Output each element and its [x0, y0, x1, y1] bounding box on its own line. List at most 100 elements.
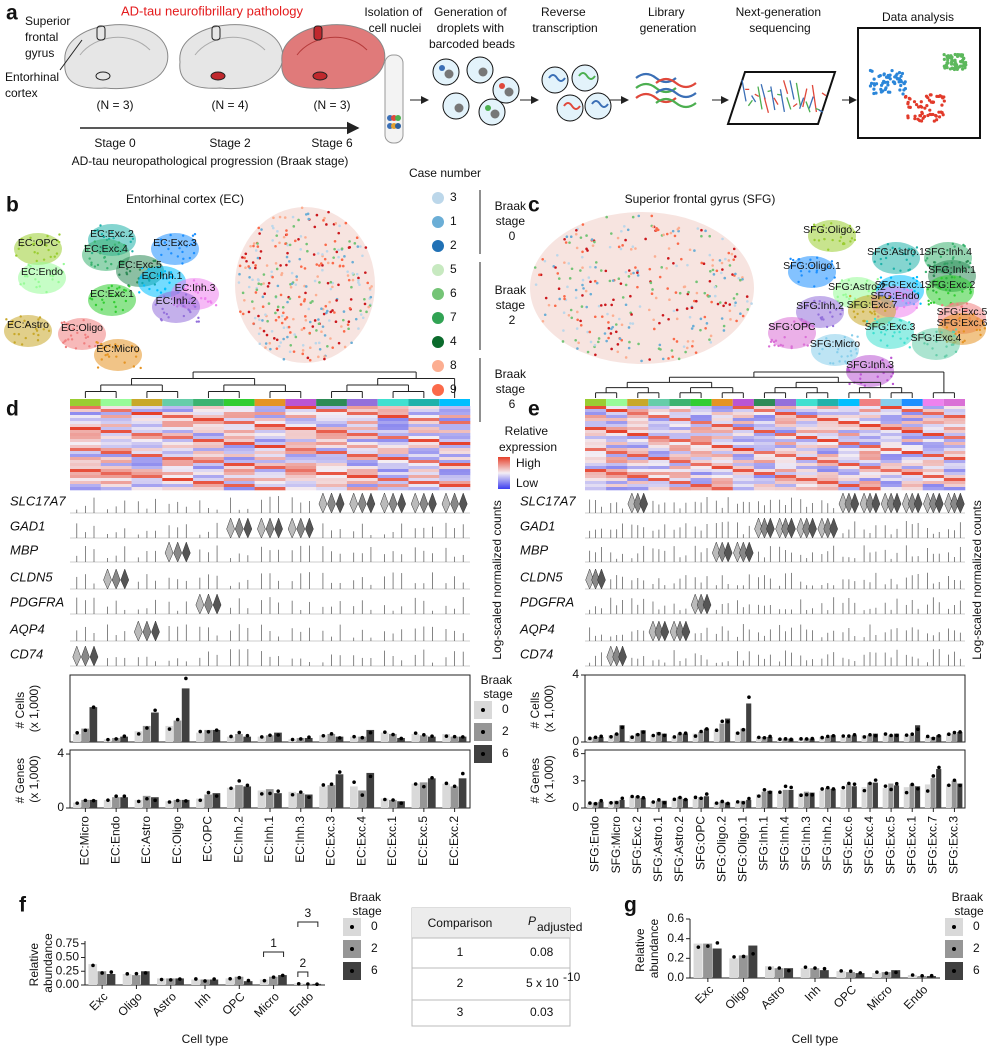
cell-dot	[356, 245, 360, 248]
cluster-label: SFG:Endo	[870, 290, 919, 302]
heatmap-cell	[753, 472, 776, 476]
cell-dot	[263, 292, 267, 296]
cell-dot	[589, 340, 593, 344]
heatmap-cell	[316, 412, 348, 416]
cell-dot	[99, 252, 102, 255]
cell-dot	[580, 305, 584, 308]
heatmap-cell	[753, 406, 776, 410]
heatmap-cell	[193, 412, 225, 416]
heatmap-cell	[880, 445, 902, 449]
cell-dot	[884, 256, 888, 260]
bar	[761, 791, 767, 808]
heatmap-cell	[606, 430, 628, 434]
heatmap-cell	[943, 442, 966, 446]
cell-dot	[940, 276, 943, 280]
bar-dot	[203, 979, 207, 983]
cell-dot	[873, 310, 876, 313]
cell-dot	[100, 308, 103, 311]
cell-dot	[672, 261, 675, 265]
heatmap-cell	[838, 469, 860, 473]
legend-dot	[350, 947, 354, 951]
legend-swatch	[432, 288, 444, 300]
heatmap-cell	[439, 457, 471, 461]
legend-swatch	[432, 336, 444, 348]
heatmap-cell	[880, 421, 902, 425]
cell-dot	[52, 273, 55, 277]
step-label: Library generation	[640, 5, 697, 35]
violin	[865, 492, 875, 514]
cell-dot	[331, 261, 335, 265]
cell-dot	[65, 323, 69, 326]
nucleus	[395, 115, 401, 121]
legend-label: 5	[450, 262, 457, 276]
heatmap-cell	[732, 451, 755, 455]
cluster-label: EC:Inh.3	[175, 282, 216, 294]
heatmap-cell	[408, 409, 440, 413]
analysis-dot	[872, 77, 876, 81]
heatmap-cell	[377, 466, 409, 470]
heatmap-cell	[859, 430, 881, 434]
cell-dot	[574, 232, 578, 236]
cell-dot	[822, 318, 825, 321]
heatmap-cell	[131, 469, 163, 473]
bar	[924, 736, 931, 742]
heatmap-cell	[439, 424, 471, 428]
bar	[836, 971, 846, 978]
bar	[613, 733, 619, 742]
cell-dot	[721, 268, 724, 271]
heatmap-cell	[775, 457, 797, 461]
bar-dot	[873, 778, 878, 782]
heatmap-cell	[901, 454, 924, 458]
bar-dot	[732, 955, 736, 959]
y-tick-label: 0.75	[56, 936, 80, 950]
cell-dot	[942, 269, 946, 272]
cell-dot	[965, 309, 969, 312]
cell-dot	[533, 266, 537, 269]
heatmap-cell	[690, 460, 712, 464]
heatmap-cell	[690, 451, 712, 455]
cell-dot	[274, 262, 278, 265]
cell-dot	[741, 277, 744, 281]
heatmap-cell	[100, 412, 132, 416]
heatmap-cell	[880, 484, 902, 488]
heatmap-cell	[732, 433, 755, 437]
y-axis-label: # Genes (x 1,000)	[13, 755, 41, 804]
cell-dot	[555, 253, 559, 257]
significance-label: 3	[305, 906, 312, 920]
gene-label: AQP4	[9, 621, 45, 636]
significance-bracket	[297, 921, 319, 927]
cell-dot	[849, 340, 853, 343]
heatmap-cell	[254, 466, 286, 470]
cell-dot	[194, 290, 197, 293]
bar	[738, 955, 748, 978]
cell-dot	[19, 315, 22, 318]
cell-dot	[543, 259, 547, 263]
cell-dot	[883, 248, 886, 251]
heatmap-cell	[775, 412, 797, 416]
cell-dot	[292, 225, 296, 228]
heatmap-cell	[732, 454, 755, 458]
violin	[654, 620, 664, 642]
cell-dot	[298, 295, 301, 299]
analysis-dot	[886, 80, 890, 84]
cell-dot	[307, 307, 311, 311]
cell-dot	[720, 317, 724, 320]
heatmap-cell	[346, 457, 378, 461]
cell-dot	[886, 242, 890, 246]
heatmap-cell	[100, 415, 132, 419]
bar-dot	[368, 730, 373, 735]
bar-dot	[894, 781, 899, 786]
cluster-blob	[4, 315, 52, 347]
heatmap-cell	[817, 412, 839, 416]
heatmap-cell	[162, 421, 194, 425]
bar-dot	[937, 733, 941, 738]
bar	[157, 978, 166, 985]
heatmap-cell	[943, 424, 966, 428]
cell-dot	[123, 244, 126, 247]
cell-dot	[197, 316, 200, 320]
heatmap-cell	[775, 433, 797, 437]
heatmap-cell	[669, 406, 691, 410]
bar-dot	[198, 729, 203, 734]
cell-dot	[589, 280, 592, 284]
violin	[886, 492, 896, 514]
